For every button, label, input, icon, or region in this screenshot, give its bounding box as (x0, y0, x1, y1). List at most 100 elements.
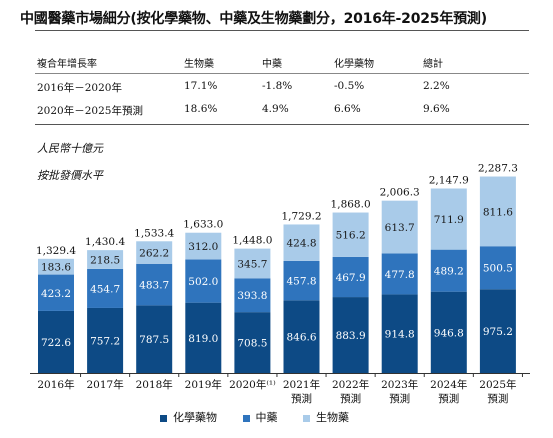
bar-segment-tcm (479, 246, 516, 290)
data-label: 483.7 (139, 280, 169, 292)
x-tick-label: 預測 (487, 392, 508, 405)
chart-title: 中國醫藥市場細分(按化學藥物、中藥及生物藥劃分，2016年-2025年預測) (20, 11, 487, 27)
legend-label-tcm: 中藥 (255, 411, 278, 424)
table-bottom-rule (35, 124, 529, 125)
total-label: 2,147.9 (429, 174, 469, 186)
x-tick-label: 預測 (291, 392, 312, 405)
data-label: 312.0 (188, 241, 218, 253)
table-header-cell: 化學藥物 (334, 59, 374, 70)
x-tick-label: 2023年 (381, 378, 418, 391)
table-cell: 2020年－2025年預測 (37, 105, 143, 117)
table-cell: 6.6% (334, 103, 361, 115)
data-label: 500.5 (483, 263, 513, 275)
bar-segment-chem (136, 305, 173, 373)
x-tick-label: 2025年 (479, 378, 516, 391)
bar-segment-bio (234, 248, 271, 279)
legend-swatch-bio (303, 414, 310, 422)
table-header-cell: 中藥 (262, 59, 282, 70)
data-label: 883.9 (336, 330, 366, 342)
table-cell: -1.8% (262, 80, 293, 92)
bar-segment-tcm (381, 253, 418, 295)
chart-legend: 化學藥物 中藥 生物藥 (160, 409, 371, 425)
bar-segment-chem (479, 289, 516, 373)
table-cell: 4.9% (262, 103, 289, 115)
bar-segment-tcm (332, 256, 369, 298)
total-label: 2,287.3 (478, 163, 518, 175)
table-header-cell: 生物藥 (184, 59, 214, 70)
table-cell: -0.5% (334, 80, 365, 92)
total-label: 1,633.0 (183, 219, 223, 231)
legend-swatch-chem (160, 414, 167, 422)
data-label: 819.0 (188, 333, 218, 345)
data-label: 262.2 (139, 248, 169, 260)
table-top-rule (35, 30, 529, 31)
bar-segment-bio (185, 232, 222, 260)
x-tick-label: 2022年 (332, 378, 369, 391)
bar-segment-tcm (430, 249, 467, 292)
legend-item-bio: 生物藥 (303, 409, 349, 425)
x-tick-label: 2018年 (136, 378, 173, 391)
bar-segment-bio (87, 250, 124, 269)
bar-segment-bio (381, 200, 418, 254)
table-cell: 9.6% (423, 103, 450, 115)
legend-label-bio: 生物藥 (316, 411, 349, 424)
legend-label-chem: 化學藥物 (173, 411, 217, 424)
bar-segment-tcm (283, 260, 320, 301)
bar-segment-chem (185, 302, 222, 373)
unit-label-currency: 人民幣十億元 (37, 142, 103, 155)
data-label: 454.7 (90, 283, 120, 295)
data-label: 393.8 (237, 290, 267, 302)
x-tick-label: 2017年 (86, 378, 123, 391)
bar-segment-bio (430, 188, 467, 250)
data-label: 708.5 (237, 338, 267, 350)
table-cell: 17.1% (184, 80, 218, 92)
legend-swatch-tcm (242, 414, 250, 422)
bar-segment-tcm (38, 274, 74, 311)
data-label: 516.2 (336, 230, 366, 242)
unit-label-basis: 按批發價水平 (37, 169, 103, 182)
x-tick-label: 預測 (389, 392, 410, 405)
bar-segment-bio (332, 212, 369, 257)
table-cell: 2.2% (423, 80, 450, 92)
x-tick-label: 2024年 (430, 378, 467, 391)
data-label: 424.8 (286, 238, 316, 250)
bar-segment-bio (283, 224, 320, 261)
bar-segment-bio (136, 241, 173, 264)
total-label: 1,533.4 (134, 227, 174, 239)
total-label: 1,868.0 (331, 199, 371, 211)
bar-segment-chem (332, 297, 369, 373)
bar-segment-chem (283, 300, 320, 373)
bar-segment-chem (381, 294, 418, 373)
table-header-cell: 複合年增長率 (37, 59, 97, 70)
bar-segment-tcm (136, 263, 173, 306)
table-header-cell: 總計 (423, 59, 443, 70)
data-label: 613.7 (385, 222, 415, 234)
legend-item-chem: 化學藥物 (160, 409, 217, 425)
data-label: 722.6 (41, 337, 71, 349)
bar-segment-tcm (185, 259, 222, 303)
data-label: 975.2 (483, 326, 513, 338)
data-label: 489.2 (434, 266, 464, 278)
x-tick-label: 2021年 (283, 378, 320, 391)
total-label: 1,448.0 (232, 235, 272, 247)
total-label: 1,430.4 (85, 236, 125, 248)
data-label: 183.6 (41, 262, 71, 274)
x-tick-label: 預測 (438, 392, 459, 405)
total-label: 2,006.3 (380, 187, 420, 199)
bar-segment-chem (430, 291, 467, 373)
bar-segment-chem (87, 307, 124, 373)
x-tick-label: 2016年 (37, 378, 74, 391)
data-label: 457.8 (286, 276, 316, 288)
bar-segment-bio (479, 176, 516, 247)
table-cell: 2016年－2020年 (37, 82, 122, 94)
data-label: 946.8 (434, 327, 464, 339)
x-tick-label: 2019年 (185, 378, 222, 391)
data-label: 787.5 (139, 334, 169, 346)
data-label: 811.6 (483, 206, 513, 218)
x-tick-label: 2020年⁽¹⁾ (229, 378, 276, 391)
data-label: 711.9 (434, 214, 464, 226)
bar-segment-chem (234, 312, 271, 373)
table-cell: 18.6% (184, 103, 218, 115)
bar-segment-chem (38, 310, 74, 373)
